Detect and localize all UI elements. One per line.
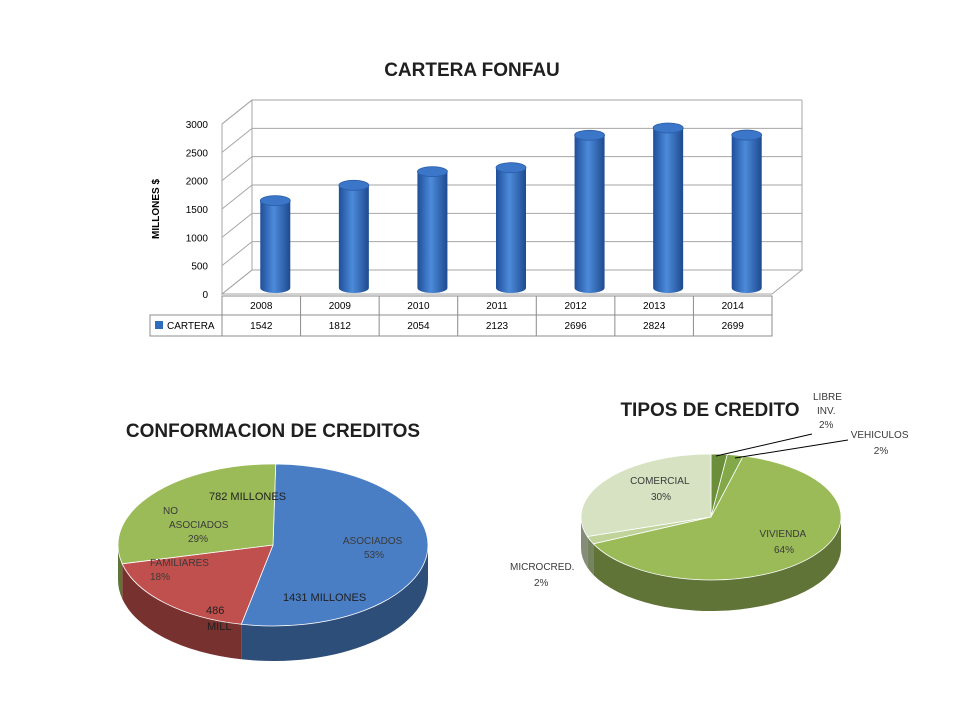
- pie-chart-conformacion: CONFORMACION DE CREDITOS ASOCIADOS 53% F…: [117, 421, 429, 661]
- pie-slice-side: [122, 563, 242, 660]
- pie1-amount-no-asociados: 782 MILLONES: [209, 491, 286, 503]
- data-table-value-row: [149, 314, 773, 337]
- bar-y-tick-label: 0: [202, 290, 208, 301]
- pie-slice: [592, 455, 842, 581]
- bar-top: [652, 122, 684, 134]
- bar-chart: CARTERA FONFAU MILLONES $ 0 500 1000 1500 20…: [149, 60, 804, 337]
- bar-top: [417, 166, 448, 178]
- bar-gridline-side: [221, 127, 253, 153]
- pie1-label-familiares: FAMILIARES 18%: [150, 558, 212, 583]
- bar-chart-title: CARTERA FONFAU: [384, 60, 560, 81]
- bar-gridline-side: [221, 212, 253, 238]
- pie1-slices: [117, 463, 429, 661]
- pie-slice-side: [581, 517, 588, 568]
- pie1-label-no-asociados: NO ASOCIADOS 29%: [163, 506, 231, 545]
- bar-body: [574, 135, 605, 293]
- bar: [652, 122, 684, 294]
- bar-body: [731, 135, 762, 293]
- data-table-category: 2014: [722, 301, 745, 312]
- pie1-amounts: 1431 MILLONES 782 MILLONES 486 MILL: [206, 491, 366, 633]
- bar-top: [574, 129, 605, 141]
- bar-chart-bars: [259, 122, 763, 294]
- bar-chart-y-axis-label: MILLONES $: [151, 179, 162, 239]
- pie2-leader-vehiculos: [734, 439, 849, 459]
- pie2-slices: [580, 453, 842, 611]
- bar-body: [260, 200, 291, 293]
- pie2-label-vehiculos: VEHICULOS 2%: [851, 430, 912, 457]
- pie-slice-side: [587, 536, 594, 575]
- bar-y-tick-label: 3000: [186, 120, 209, 131]
- data-table-category: 2013: [643, 301, 666, 312]
- pie2-label-microcred: MICROCRED. 2%: [510, 562, 577, 589]
- data-table-value: 2824: [643, 321, 666, 332]
- pie2-leader-libre: [715, 433, 813, 457]
- bar-body: [496, 167, 526, 293]
- pie-chart-tipos: TIPOS DE CREDITO LIBRE INV. 2% VEHICULOS…: [510, 392, 912, 611]
- bar: [574, 129, 605, 293]
- bar-top: [731, 129, 763, 141]
- pie2-leader-lines: [715, 433, 849, 459]
- bar-gridline-side: [221, 184, 253, 210]
- bar-y-tick-label: 1000: [186, 233, 209, 244]
- data-table-value: 2054: [407, 321, 430, 332]
- bar-body: [417, 171, 448, 293]
- bar-y-tick-label: 500: [191, 262, 208, 273]
- legend-series-name: CARTERA: [167, 321, 215, 332]
- bar-y-tick-label: 2500: [186, 148, 209, 159]
- bar-gridline-side: [221, 156, 253, 182]
- pie-slice-side: [118, 545, 123, 599]
- pie1-labels: ASOCIADOS 53% FAMILIARES 18% NO ASOCIADO…: [150, 506, 405, 583]
- bar-y-tick-label: 1500: [186, 205, 209, 216]
- bar-body: [338, 185, 369, 293]
- pie2-label-libre: LIBRE INV. 2%: [813, 392, 845, 431]
- pie2-title: TIPOS DE CREDITO: [620, 400, 799, 421]
- pie2-labels: LIBRE INV. 2% VEHICULOS 2% VIVIENDA 64% …: [510, 392, 912, 589]
- bar: [495, 162, 527, 293]
- bar-gridline-side: [221, 99, 253, 125]
- bar-chart-data-table: 2008 1542 2009 1812 2010 2054 2011 2123 2012 2696…: [149, 295, 773, 337]
- data-table-category: 2010: [407, 301, 430, 312]
- bar-gridline-side: [221, 241, 253, 267]
- data-table-category: 2011: [486, 301, 508, 312]
- data-table-value: 2123: [486, 321, 509, 332]
- legend-swatch: [155, 321, 163, 329]
- data-table-value: 1812: [329, 321, 352, 332]
- data-table-value: 1542: [250, 321, 273, 332]
- pie-slice-side: [241, 545, 428, 661]
- bar-top: [495, 162, 527, 174]
- data-table-value: 2696: [564, 321, 587, 332]
- bar-y-tick-label: 2000: [186, 177, 209, 188]
- pie-slice-side: [593, 517, 841, 611]
- bar: [731, 129, 763, 293]
- pie-slice: [117, 463, 277, 565]
- pie2-label-comercial: COMERCIAL 30%: [630, 476, 692, 503]
- bar: [417, 166, 448, 293]
- data-table-value: 2699: [722, 321, 745, 332]
- bar: [338, 179, 370, 293]
- pie-slice: [240, 463, 429, 627]
- data-table-category: 2008: [250, 301, 273, 312]
- pie-slice: [121, 544, 274, 625]
- data-table-category: 2009: [329, 301, 352, 312]
- bar: [259, 195, 291, 293]
- bar-body: [653, 127, 684, 294]
- pie1-amount-familiares: 486 MILL: [206, 605, 231, 633]
- bar-chart-y-ticks: 0 500 1000 1500 2000 2500 3000: [186, 120, 209, 301]
- pie1-amount-asociados: 1431 MILLONES: [283, 592, 366, 604]
- pie-slice: [580, 453, 712, 537]
- pie1-title: CONFORMACION DE CREDITOS: [126, 421, 420, 442]
- bar-top: [338, 179, 370, 191]
- bar-top: [259, 195, 291, 207]
- data-table-category: 2012: [564, 301, 587, 312]
- pie1-label-asociados: ASOCIADOS 53%: [343, 536, 405, 561]
- pie2-label-vivienda: VIVIENDA 64%: [760, 529, 809, 556]
